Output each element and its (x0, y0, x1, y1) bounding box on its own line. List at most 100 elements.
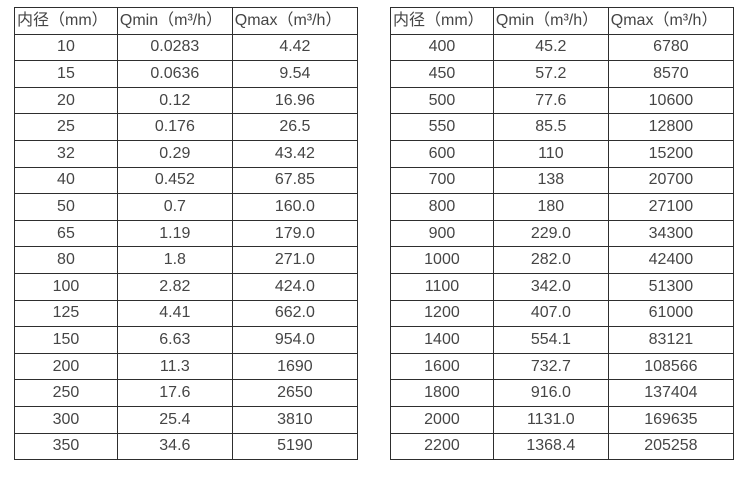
table-row: 1600 732.7 108566 (390, 352, 735, 381)
cell-inner-diameter: 200 (14, 352, 118, 381)
table-row: 1800 916.0 137404 (390, 379, 735, 407)
cell-qmin: 45.2 (492, 33, 609, 62)
flow-table-small-diameter: 内径（mm） Qmin（m³/h） Qmax（m³/h） 10 0.0283 4.4… (14, 7, 359, 461)
cell-inner-diameter: 125 (14, 299, 118, 328)
cell-qmin: 11.3 (116, 352, 233, 381)
cell-qmin: 0.7 (116, 193, 233, 221)
cell-inner-diameter: 2200 (390, 432, 494, 461)
cell-qmin: 0.29 (116, 139, 233, 168)
header-row: 内径（mm） Qmin（m³/h） Qmax（m³/h） (390, 7, 735, 35)
cell-qmax: 6780 (607, 33, 735, 62)
cell-qmin: 77.6 (492, 86, 609, 115)
cell-inner-diameter: 150 (14, 326, 118, 354)
cell-qmax: 61000 (607, 299, 735, 328)
cell-qmin: 110 (492, 139, 609, 168)
cell-qmin: 6.63 (116, 326, 233, 354)
cell-qmax: 42400 (607, 246, 735, 274)
cell-inner-diameter: 40 (14, 166, 118, 195)
cell-qmin: 916.0 (492, 379, 609, 407)
cell-inner-diameter: 32 (14, 139, 118, 168)
cell-qmax: 1690 (231, 352, 359, 381)
table-row: 15 0.0636 9.54 (14, 60, 359, 88)
cell-inner-diameter: 15 (14, 60, 118, 88)
cell-qmin: 17.6 (116, 379, 233, 407)
table-row: 1000 282.0 42400 (390, 246, 735, 274)
cell-inner-diameter: 450 (390, 60, 494, 88)
cell-inner-diameter: 300 (14, 405, 118, 434)
table-row: 10 0.0283 4.42 (14, 33, 359, 62)
cell-qmax: 160.0 (231, 193, 359, 221)
cell-qmax: 954.0 (231, 326, 359, 354)
table-row: 450 57.2 8570 (390, 60, 735, 88)
cell-qmax: 4.42 (231, 33, 359, 62)
cell-qmin: 138 (492, 166, 609, 195)
cell-qmax: 20700 (607, 166, 735, 195)
cell-qmin: 407.0 (492, 299, 609, 328)
cell-inner-diameter: 550 (390, 113, 494, 141)
table-row: 300 25.4 3810 (14, 405, 359, 434)
cell-inner-diameter: 20 (14, 86, 118, 115)
cell-qmin: 25.4 (116, 405, 233, 434)
cell-inner-diameter: 800 (390, 193, 494, 221)
table-row: 1200 407.0 61000 (390, 299, 735, 328)
header-qmin: Qmin（m³/h） (492, 7, 609, 35)
table-row: 500 77.6 10600 (390, 86, 735, 115)
cell-qmin: 0.12 (116, 86, 233, 115)
cell-qmax: 662.0 (231, 299, 359, 328)
cell-qmax: 51300 (607, 272, 735, 301)
table-row: 700 138 20700 (390, 166, 735, 195)
cell-qmax: 424.0 (231, 272, 359, 301)
cell-qmax: 43.42 (231, 139, 359, 168)
cell-inner-diameter: 500 (390, 86, 494, 115)
cell-qmax: 15200 (607, 139, 735, 168)
cell-qmin: 1.19 (116, 219, 233, 248)
table-row: 32 0.29 43.42 (14, 139, 359, 168)
cell-inner-diameter: 700 (390, 166, 494, 195)
table-row: 200 11.3 1690 (14, 352, 359, 381)
cell-qmax: 83121 (607, 326, 735, 354)
cell-qmax: 3810 (231, 405, 359, 434)
header-qmin: Qmin（m³/h） (116, 7, 233, 35)
cell-qmax: 205258 (607, 432, 735, 461)
flow-table-large-diameter: 内径（mm） Qmin（m³/h） Qmax（m³/h） 400 45.2 6780… (390, 7, 735, 461)
table-row: 80 1.8 271.0 (14, 246, 359, 274)
cell-qmin: 57.2 (492, 60, 609, 88)
cell-qmin: 85.5 (492, 113, 609, 141)
cell-qmin: 1131.0 (492, 405, 609, 434)
cell-inner-diameter: 900 (390, 219, 494, 248)
cell-qmax: 9.54 (231, 60, 359, 88)
cell-inner-diameter: 600 (390, 139, 494, 168)
cell-qmin: 0.0283 (116, 33, 233, 62)
header-qmax: Qmax（m³/h） (231, 7, 359, 35)
table-row: 150 6.63 954.0 (14, 326, 359, 354)
table-row: 2000 1131.0 169635 (390, 405, 735, 434)
cell-qmax: 137404 (607, 379, 735, 407)
cell-qmin: 2.82 (116, 272, 233, 301)
table-row: 550 85.5 12800 (390, 113, 735, 141)
table-row: 65 1.19 179.0 (14, 219, 359, 248)
table-row: 100 2.82 424.0 (14, 272, 359, 301)
cell-qmax: 8570 (607, 60, 735, 88)
table-row: 350 34.6 5190 (14, 432, 359, 461)
cell-qmin: 0.452 (116, 166, 233, 195)
table-row: 1100 342.0 51300 (390, 272, 735, 301)
cell-qmin: 229.0 (492, 219, 609, 248)
cell-qmin: 342.0 (492, 272, 609, 301)
cell-inner-diameter: 350 (14, 432, 118, 461)
table-row: 20 0.12 16.96 (14, 86, 359, 115)
cell-qmin: 0.176 (116, 113, 233, 141)
cell-qmin: 1.8 (116, 246, 233, 274)
cell-qmin: 1368.4 (492, 432, 609, 461)
cell-inner-diameter: 2000 (390, 405, 494, 434)
cell-inner-diameter: 1000 (390, 246, 494, 274)
cell-inner-diameter: 1400 (390, 326, 494, 354)
header-inner-diameter: 内径（mm） (14, 7, 118, 35)
cell-inner-diameter: 100 (14, 272, 118, 301)
header-qmax: Qmax（m³/h） (607, 7, 735, 35)
cell-qmax: 2650 (231, 379, 359, 407)
cell-qmax: 10600 (607, 86, 735, 115)
table-row: 40 0.452 67.85 (14, 166, 359, 195)
table-row: 900 229.0 34300 (390, 219, 735, 248)
cell-qmax: 108566 (607, 352, 735, 381)
